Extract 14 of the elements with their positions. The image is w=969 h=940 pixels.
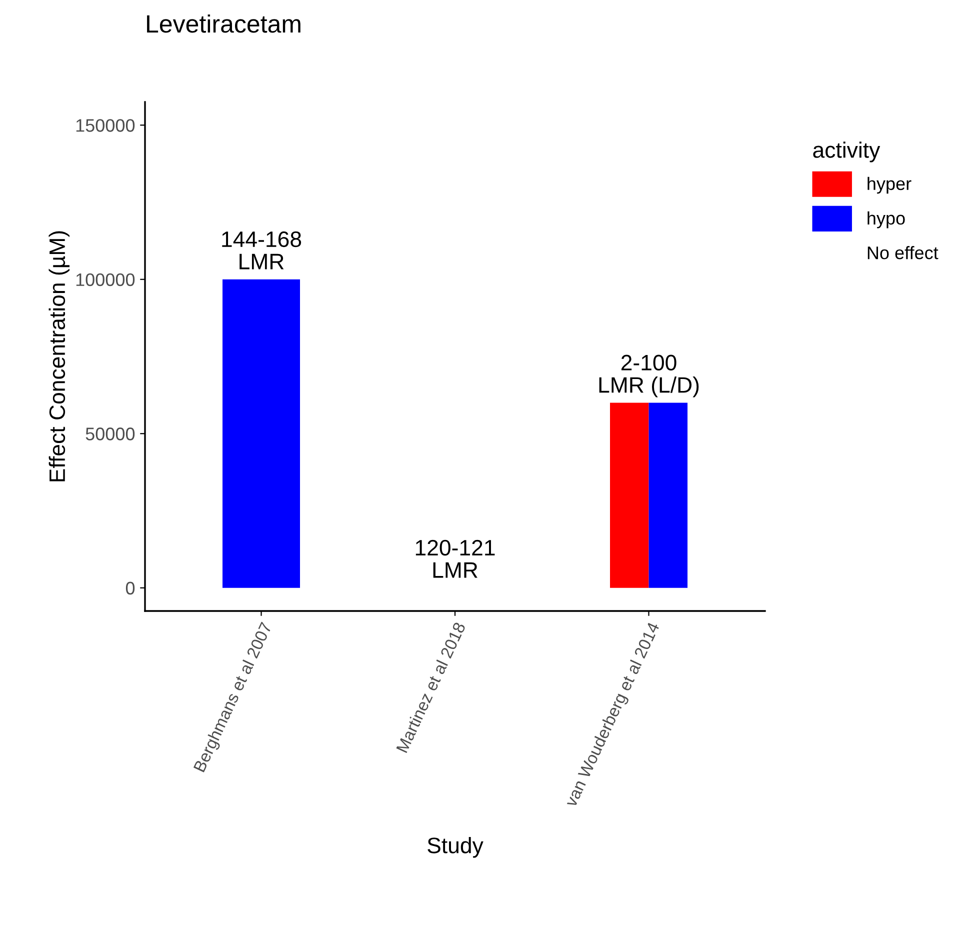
- annotation: 2-100 LMR (L/D): [599, 354, 699, 398]
- y-axis-title: Effect Concentration (µM): [48, 231, 70, 482]
- y-tick-label: 100000: [76, 273, 135, 286]
- y-tick-label: 50000: [86, 428, 135, 440]
- annotation: 144-168 LMR: [222, 231, 302, 270]
- x-axis-title: Study: [428, 837, 484, 858]
- legend-title: activity: [813, 142, 880, 162]
- legend-label: hyper: [868, 176, 912, 194]
- text: No effect: [868, 246, 938, 260]
- legend-label: hypo: [868, 211, 905, 228]
- chart-title: Levetiracetam: [147, 14, 300, 33]
- y-tick-label: 150000: [76, 119, 135, 132]
- y-tick-label: 0: [126, 582, 135, 595]
- annotation: 120-121 LMR: [416, 540, 495, 578]
